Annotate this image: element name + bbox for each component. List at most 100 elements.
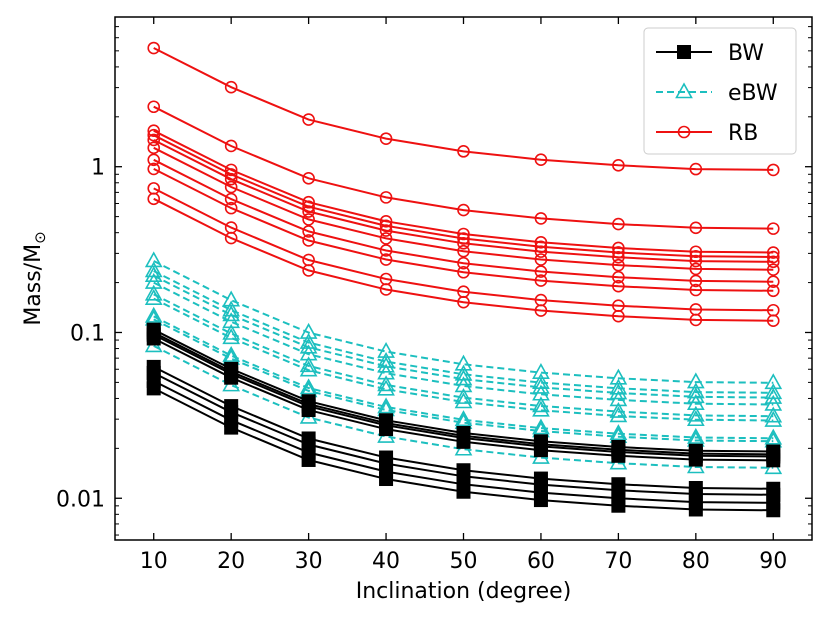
rb-series (147, 182, 780, 317)
rb-series-line (153, 158, 774, 283)
rb-marker (689, 274, 703, 288)
ebw-marker (222, 345, 241, 362)
rb-marker (224, 221, 238, 234)
ebw-marker (377, 379, 395, 396)
ebw-marker (377, 375, 395, 392)
ebw-marker (686, 410, 705, 427)
rb-marker (147, 162, 161, 176)
ebw-marker (764, 406, 783, 423)
ebw-series-line (153, 297, 774, 422)
legend-entry-rb: RB (656, 121, 758, 146)
ebw-marker (532, 363, 550, 379)
ebw-marker (299, 332, 318, 349)
rb-marker (224, 80, 238, 94)
bw-marker (766, 481, 781, 496)
rb-marker (457, 244, 470, 258)
y-tick-label: 0.01 (56, 487, 105, 512)
rb-marker (457, 256, 470, 270)
ebw-marker (764, 428, 783, 445)
ebw-series (144, 251, 783, 390)
rb-marker (457, 145, 470, 158)
ebw-marker (299, 337, 318, 354)
rb-series-line (153, 134, 774, 258)
ebw-marker (686, 387, 705, 404)
ebw-marker (686, 405, 705, 422)
rb-marker (302, 225, 315, 238)
rb-marker (457, 265, 470, 279)
ebw-marker (609, 424, 628, 441)
x-tick-label: 20 (217, 549, 245, 574)
rb-marker (612, 246, 625, 259)
rb-marker (302, 234, 315, 247)
y-axis-label: Mass/M⊙ (21, 231, 49, 325)
ebw-marker (222, 290, 241, 307)
y-tick-label: 0.1 (70, 321, 105, 346)
ebw-marker (299, 356, 318, 373)
ebw-marker (299, 360, 318, 377)
ebw-marker (609, 368, 628, 385)
rb-series (147, 162, 780, 298)
ebw-series-line (153, 274, 774, 399)
rb-series-line (153, 47, 774, 171)
rb-series (147, 153, 780, 289)
ebw-group (144, 251, 783, 475)
bw-marker (301, 431, 316, 446)
rb-marker (534, 253, 548, 266)
rb-marker (379, 214, 393, 228)
rb-marker (457, 227, 470, 241)
ebw-marker (609, 406, 628, 423)
rb-marker (677, 125, 691, 139)
x-tick-label: 70 (604, 549, 632, 574)
rb-marker (224, 192, 238, 206)
rb-marker (224, 180, 238, 194)
rb-marker (612, 258, 625, 272)
rb-marker (689, 262, 703, 276)
rb-marker (224, 139, 238, 153)
rb-series-line (153, 129, 774, 254)
rb-marker (224, 163, 238, 177)
legend-box (643, 27, 797, 155)
x-tick-label: 90 (759, 549, 787, 574)
rb-series-line (153, 146, 774, 271)
rb-marker (689, 249, 703, 263)
y-tick-label: 1 (91, 156, 105, 181)
rb-marker (534, 153, 548, 166)
bw-marker (688, 480, 703, 495)
rb-marker (766, 303, 780, 317)
bw-marker (224, 399, 239, 414)
bw-marker (379, 413, 394, 428)
ebw-marker (144, 284, 163, 301)
x-tick-label: 10 (140, 549, 168, 574)
rb-marker (534, 274, 548, 287)
legend-label: RB (728, 121, 758, 146)
rb-marker (147, 128, 161, 142)
ebw-series-line (153, 281, 774, 406)
rb-marker (766, 222, 780, 235)
rb-marker (147, 124, 161, 137)
x-tick-label: 60 (527, 549, 555, 574)
ebw-marker (299, 322, 318, 339)
rb-marker (612, 270, 625, 284)
rb-marker (379, 272, 393, 286)
bw-marker (611, 439, 626, 454)
bw-series (146, 359, 781, 496)
y-axis-label-main: Mass/M (21, 244, 46, 326)
ebw-marker (764, 410, 783, 427)
rb-series (147, 124, 780, 259)
rb-marker (379, 132, 393, 145)
rb-marker (689, 245, 703, 259)
ebw-marker (764, 387, 783, 404)
rb-marker (147, 133, 161, 147)
bw-marker (456, 463, 471, 478)
ebw-series-line (153, 345, 774, 469)
legend-entry-ebw: eBW (656, 81, 778, 106)
legend: BW eBW RB (643, 27, 797, 155)
ebw-series (144, 284, 783, 423)
ebw-marker (532, 400, 550, 417)
rb-marker (689, 162, 703, 176)
ebw-marker (454, 369, 473, 386)
bw-marker (456, 426, 471, 441)
ebw-marker (532, 377, 550, 394)
ebw-series (144, 306, 783, 445)
